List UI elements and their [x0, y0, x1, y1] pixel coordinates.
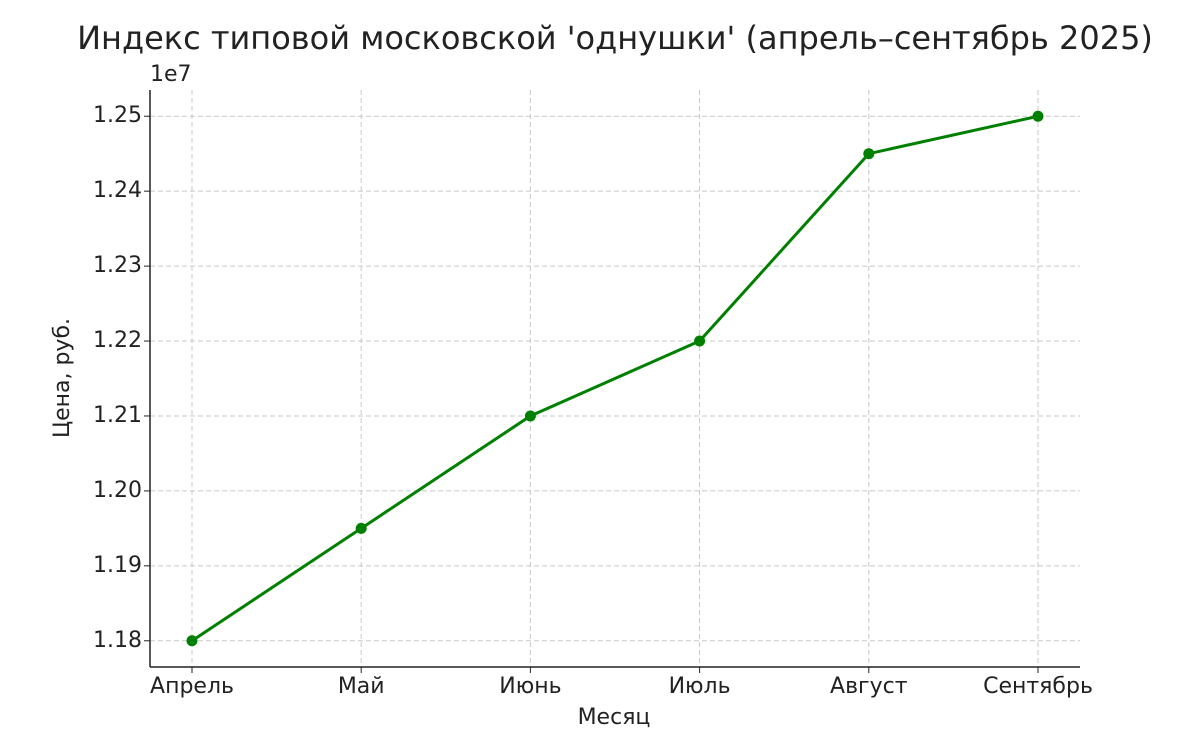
y-tick-label: 1.18 — [93, 628, 142, 653]
point — [1032, 110, 1044, 122]
chart-title: Индекс типовой московской 'однушки' (апр… — [77, 19, 1153, 57]
y-tick-label: 1.25 — [93, 103, 142, 128]
y-tick-label: 1.21 — [93, 403, 142, 428]
x-axis-label: Месяц — [578, 705, 651, 730]
y-tick-label: 1.19 — [93, 553, 142, 578]
y-axis-label: Цена, руб. — [50, 318, 75, 438]
x-tick-label: Апрель — [150, 674, 234, 699]
y-tick-label: 1.23 — [93, 253, 142, 278]
x-tick-label: Май — [338, 674, 385, 699]
y-tick-label: 1.20 — [93, 478, 142, 503]
x-tick-label: Июль — [669, 674, 731, 699]
x-tick-label: Август — [830, 674, 908, 699]
y-tick-label: 1.22 — [93, 328, 142, 353]
point — [355, 522, 367, 534]
line — [191, 114, 1039, 643]
point — [694, 335, 706, 347]
x-tick-label: Июнь — [499, 674, 561, 699]
point — [186, 635, 198, 647]
y-tick-label: 1.24 — [93, 178, 142, 203]
point — [863, 148, 875, 160]
y-offset-label: 1e7 — [150, 62, 192, 87]
x-tick-label: Сентябрь — [983, 674, 1093, 699]
point — [524, 410, 536, 422]
